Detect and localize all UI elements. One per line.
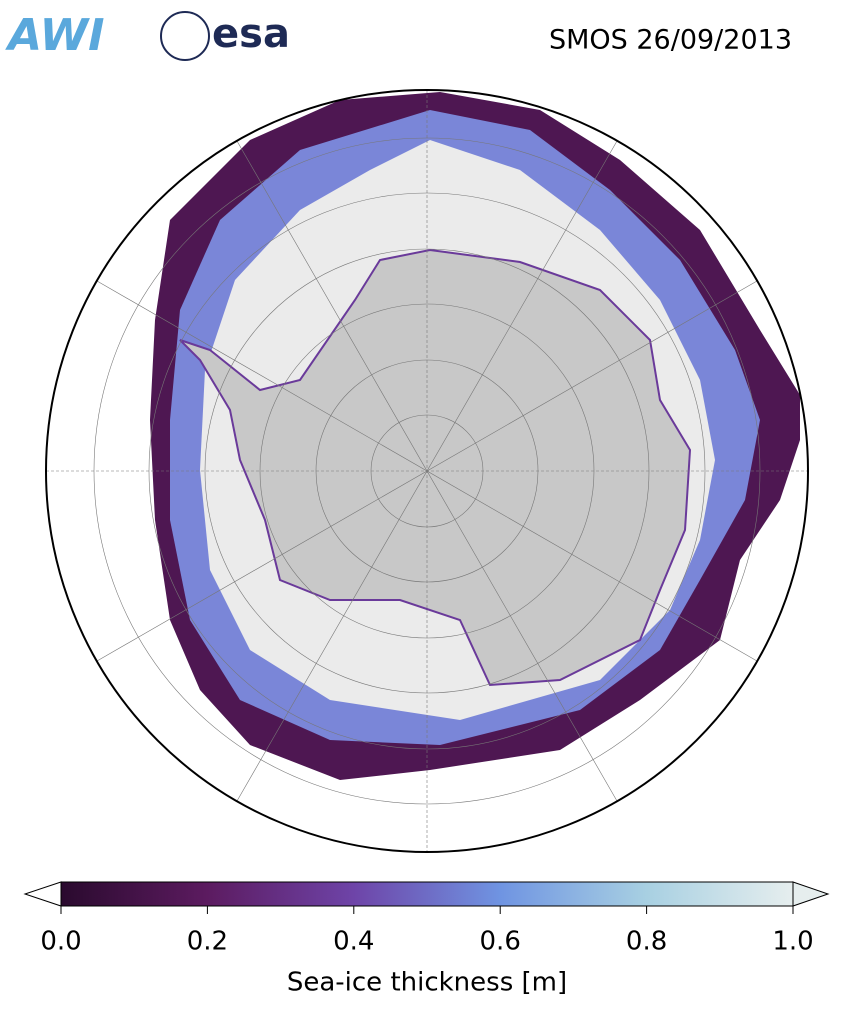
colorbar <box>23 881 830 907</box>
colorbar-tick-label: 0.2 <box>187 927 228 957</box>
colorbar-label: Sea-ice thickness [m] <box>287 968 567 998</box>
colorbar-tick-label: 0.6 <box>480 927 521 957</box>
map <box>46 90 808 852</box>
colorbar-tick-label: 0.4 <box>333 927 374 957</box>
colorbar-extend-high <box>792 881 830 907</box>
esa-emblem <box>160 11 210 61</box>
map-frame <box>45 89 809 853</box>
title: SMOS 26/09/2013 <box>549 25 792 56</box>
graticule <box>46 90 808 852</box>
esa-logo: esa <box>212 11 290 57</box>
colorbar-tick-label: 0.8 <box>626 927 667 957</box>
colorbar-tick-label: 1.0 <box>772 927 813 957</box>
colorbar-extend-low <box>23 881 62 907</box>
awi-logo: AWI <box>5 10 105 61</box>
colorbar-bar <box>60 881 794 907</box>
antarctica <box>179 248 692 687</box>
colorbar-tick-label: 0.0 <box>40 927 81 957</box>
